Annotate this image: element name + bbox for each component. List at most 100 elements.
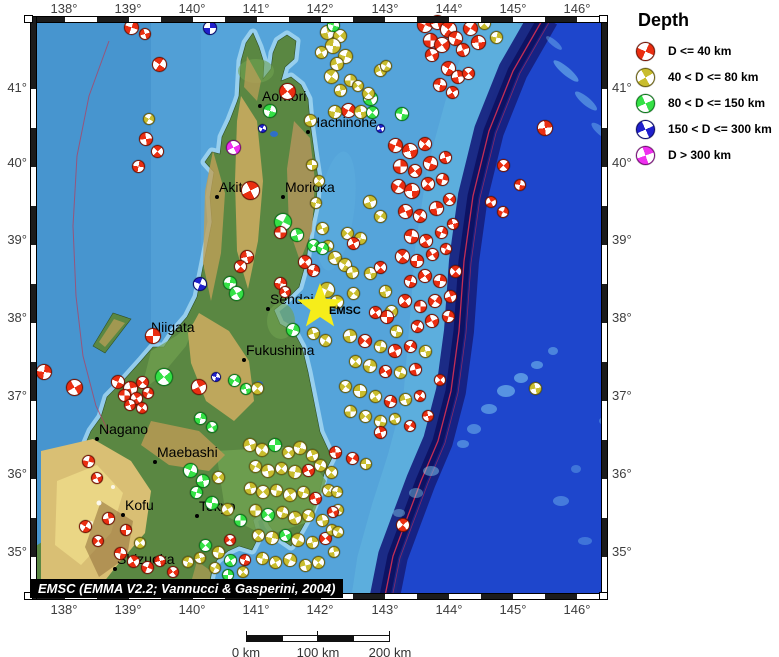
focal-mechanism-beachball [365,105,379,119]
focal-mechanism-beachball [461,66,475,80]
focal-mechanism-beachball [327,506,339,518]
focal-mechanism-beachball [332,526,344,538]
focal-mechanism-beachball [413,209,427,223]
west-boundary-line [72,40,110,434]
lon-tick-label: 145° [499,1,527,16]
frame-right [601,16,608,600]
city-dot [258,104,262,108]
lat-tick-label: 39° [7,232,27,247]
city-dot [242,358,246,362]
focal-mechanism-beachball [139,28,151,40]
scale-label: 0 km [231,645,261,657]
city-name: Fukushima [246,342,315,358]
focal-mechanism-beachball [251,528,265,542]
focal-mechanism-beachball [325,38,341,54]
focal-mechanism-beachball [318,333,332,347]
focal-mechanism-beachball [233,513,247,527]
focal-mechanism-beachball [196,474,210,488]
focal-mechanism-beachball [368,389,382,403]
focal-mechanism-beachball [395,107,409,121]
focal-mechanism-beachball [314,45,328,59]
focal-mechanism-beachball [323,68,339,84]
focal-mechanism-beachball [345,451,359,465]
focal-mechanism-beachball [425,247,439,261]
focal-mechanism-beachball [375,123,385,133]
focal-mechanism-beachball [150,144,164,158]
focal-mechanism-beachball [383,394,397,408]
focal-mechanism-beachball [440,243,452,255]
focal-mechanism-beachball [167,566,179,578]
frame-corner [599,592,608,600]
focal-mechanism-beachball [240,180,260,200]
focal-mechanism-beachball [389,324,403,338]
depth-legend: Depth D <= 40 km 40 < D <= 80 km 80 < D … [622,6,778,169]
lon-tick-label: 141° [242,1,270,16]
focal-mechanism-beachball [447,218,459,230]
lon-tick-label: 143° [371,1,399,16]
lon-tick-label: 138° [50,602,78,617]
focal-mechanism-beachball [293,441,307,455]
lon-tick-label: 139° [114,1,142,16]
lon-tick-label: 140° [178,1,206,16]
focal-mechanism-beachball [378,284,392,298]
scale-bar-segments [246,635,390,642]
focal-mechanism-beachball [403,274,417,288]
lat-tick-label: 37° [612,388,632,403]
focal-mechanism-beachball [256,485,270,499]
focal-mechanism-beachball [283,553,297,567]
focal-mechanism-beachball [182,462,198,478]
focal-mechanism-beachball [143,113,155,125]
focal-mechanism-beachball [136,402,148,414]
focal-mechanism-beachball [261,464,275,478]
focal-mechanism-beachball [306,159,318,171]
legend-item-depth-40-80: 40 < D <= 80 km [622,65,778,91]
focal-mechanism-beachball [328,105,342,119]
focal-mechanism-beachball [286,323,300,337]
focal-mechanism-beachball [250,381,264,395]
lon-tick-label: 146° [563,1,591,16]
city-dot [121,513,125,517]
legend-item-depth-80-150: 80 < D <= 150 km [622,91,778,117]
lon-tick-label: 144° [435,602,463,617]
city-name: Niigata [151,319,195,335]
focal-mechanism-beachball [418,344,432,358]
city-name: Morioka [285,179,335,195]
focal-mechanism-beachball [343,329,357,343]
focal-mechanism-beachball [224,534,236,546]
focal-mechanism-beachball [443,289,457,303]
scale-label: 200 km [368,645,412,657]
focal-mechanism-beachball [301,508,315,522]
focal-mechanism-beachball [402,143,418,159]
focal-mechanism-beachball [139,132,153,146]
focal-mechanism-beachball [328,445,342,459]
focal-mechanism-beachball [308,491,322,505]
focal-mechanism-beachball [209,562,221,574]
focal-mechanism-beachball [155,368,173,386]
focal-mechanism-beachball [189,485,203,499]
focal-mechanism-beachball [433,274,447,288]
city-name: Maebashi [157,444,218,460]
focal-mechanism-beachball [228,285,244,301]
city-dot [306,130,310,134]
focal-mechanism-beachball [206,421,218,433]
focal-mechanism-beachball [378,364,392,378]
focal-mechanism-beachball [410,319,424,333]
focal-mechanism-beachball [380,310,394,324]
focal-mechanism-beachball [233,259,247,273]
focal-mechanism-beachball [360,458,372,470]
focal-mechanism-beachball [81,454,95,468]
focal-mechanism-beachball [445,85,459,99]
focal-mechanism-beachball [434,37,450,53]
lat-tick-label: 38° [612,310,632,325]
focal-mechanism-beachball [142,387,154,399]
city-dot [281,195,285,199]
focal-mechanism-beachball [363,266,377,280]
focal-mechanism-beachball [425,48,439,62]
focal-mechanism-beachball [120,524,132,536]
focal-mechanism-beachball [363,359,377,373]
lat-tick-label: 38° [7,310,27,325]
focal-mechanism-beachball [151,56,167,72]
focal-mechanism-beachball [398,392,412,406]
focal-mechanism-beachball [414,390,426,402]
emsc-star-label: EMSC [329,305,361,317]
